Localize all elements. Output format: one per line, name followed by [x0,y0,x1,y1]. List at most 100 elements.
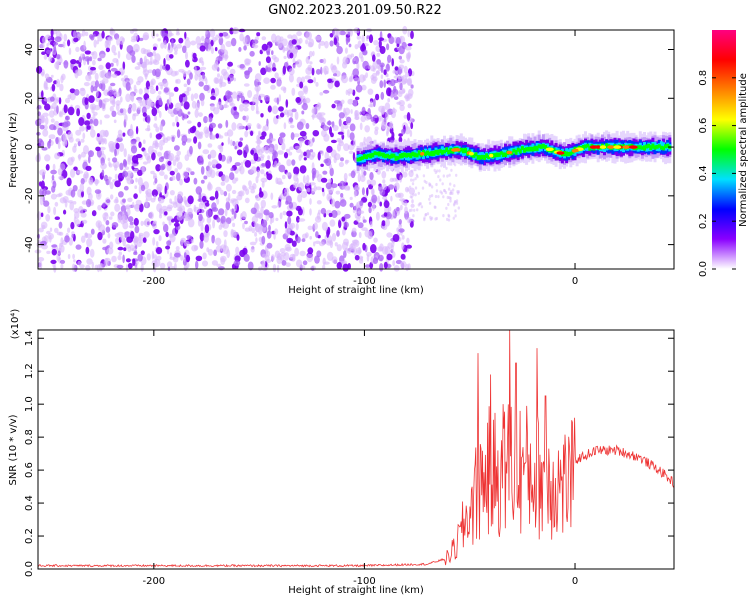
noise-blob [340,193,344,198]
noise-blob [140,250,145,256]
noise-blob [76,60,80,64]
noise-blob [307,247,314,255]
noise-blob [266,230,272,239]
noise-blob [48,56,53,62]
noise-blob [158,90,162,95]
noise-blob [92,86,98,92]
noise-blob [137,177,143,187]
noise-blob [101,169,105,177]
noise-blob [315,68,321,75]
noise-blob [341,75,348,84]
noise-blob [250,247,255,253]
noise-blob [434,217,437,221]
noise-blob [85,264,91,271]
noise-blob [339,30,346,36]
noise-blob [202,260,208,267]
noise-blob [420,205,424,209]
noise-blob [312,106,316,115]
noise-blob [217,73,220,78]
noise-blob [105,220,110,226]
noise-blob [138,37,144,42]
noise-blob [159,145,164,151]
noise-blob [62,41,66,49]
noise-blob [320,207,327,215]
noise-blob [430,194,434,198]
noise-blob [293,133,300,138]
noise-blob [141,61,147,69]
noise-blob [254,232,258,237]
noise-blob [99,80,106,84]
noise-blob [338,219,342,229]
noise-blob [64,235,70,243]
noise-blob [291,108,297,113]
noise-blob [238,47,242,52]
noise-blob [94,189,102,195]
noise-blob [179,178,183,186]
noise-blob [323,124,328,131]
noise-blob [158,235,162,242]
noise-blob [456,191,460,195]
noise-blob [231,122,237,131]
noise-blob [119,162,124,171]
noise-blob [292,64,296,69]
noise-blob [276,80,282,87]
noise-blob [301,110,305,115]
noise-blob [198,192,202,202]
noise-blob [51,174,55,181]
noise-blob [236,149,243,156]
noise-blob [198,202,204,209]
noise-blob [174,51,178,55]
noise-blob [344,47,348,54]
noise-blob [293,173,298,182]
noise-blob [216,101,223,110]
noise-blob [64,137,68,145]
noise-blob [254,73,262,83]
noise-blob [244,220,248,225]
noise-blob [57,247,62,255]
noise-blob [59,163,66,171]
noise-blob [158,97,162,106]
noise-blob [289,52,294,59]
noise-blob [208,153,212,160]
noise-blob [389,177,394,183]
noise-blob [215,186,222,192]
noise-blob [251,227,256,234]
noise-blob [398,45,405,55]
noise-blob [274,72,279,79]
noise-blob [245,58,252,65]
noise-blob [426,212,430,216]
noise-blob [39,140,45,148]
noise-blob [234,145,237,150]
noise-blob [389,121,393,130]
noise-blob [367,201,372,208]
noise-blob [59,259,66,264]
noise-blob [261,235,266,245]
noise-blob [370,76,377,84]
noise-blob [249,241,257,246]
noise-blob [177,194,182,200]
noise-blob [442,214,445,218]
noise-blob [284,221,288,229]
noise-blob [331,198,336,207]
noise-blob [418,202,421,206]
noise-blob [446,195,449,200]
noise-blob [385,219,390,227]
noise-blob [58,231,64,236]
noise-blob [201,60,205,66]
noise-blob [225,183,232,192]
noise-blob [306,174,310,183]
noise-blob [336,105,343,111]
noise-blob [133,193,138,200]
noise-blob [319,40,326,46]
noise-blob [243,45,247,51]
ridge-peak [622,145,630,149]
noise-blob [159,171,165,176]
noise-blob [113,91,121,98]
noise-blob [210,105,216,112]
noise-blob [343,143,350,152]
noise-blob [295,223,299,231]
noise-blob [323,133,330,142]
noise-blob [434,194,438,199]
noise-blob [184,31,187,39]
noise-blob [46,35,51,39]
